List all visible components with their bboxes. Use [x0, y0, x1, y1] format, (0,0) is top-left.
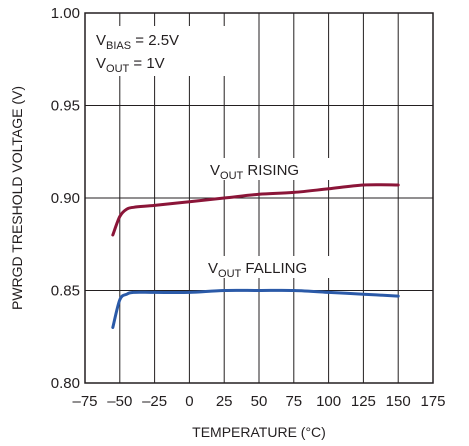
x-tick-label: 125 [351, 393, 376, 410]
y-tick-label: 0.85 [51, 283, 80, 300]
series-label-rising: VOUT RISING [210, 162, 299, 182]
legend-background [94, 26, 242, 76]
x-tick-label: 75 [285, 393, 302, 410]
series-line-vout-rising [111, 183, 400, 237]
y-tick-label: 0.80 [51, 375, 80, 392]
y-tick-label: 0.90 [51, 190, 80, 207]
x-tick-label: –75 [72, 393, 97, 410]
x-tick-label: –50 [107, 393, 132, 410]
y-tick-label: 1.00 [51, 5, 80, 22]
annotation-vout: VOUT = 1V [96, 55, 165, 75]
annotation-vbias: VBIAS = 2.5V [96, 32, 179, 52]
x-tick-label: 175 [420, 393, 445, 410]
x-tick-label: –25 [142, 393, 167, 410]
label-background-rising [208, 158, 330, 180]
y-axis-label: PWRGD TRESHOLD VOLTAGE (V) [9, 86, 25, 310]
y-tick-label: 0.95 [51, 98, 80, 115]
y-tick-labels: 0.80 0.85 0.90 0.95 1.00 [51, 5, 80, 392]
x-tick-labels: –75 –50 –25 0 25 50 75 100 125 150 175 [72, 393, 445, 410]
x-axis-label: TEMPERATURE (°C) [192, 424, 326, 440]
series-label-falling: VOUT FALLING [208, 260, 307, 280]
plot-frame [84, 12, 434, 384]
label-background-falling [206, 256, 344, 278]
series-group [111, 183, 400, 329]
x-tick-label: 0 [185, 393, 193, 410]
x-tick-label: 50 [251, 393, 268, 410]
x-tick-label: 150 [386, 393, 411, 410]
x-tick-label: 25 [216, 393, 233, 410]
series-line-vout-falling [111, 288, 400, 329]
x-tick-label: 100 [316, 393, 341, 410]
